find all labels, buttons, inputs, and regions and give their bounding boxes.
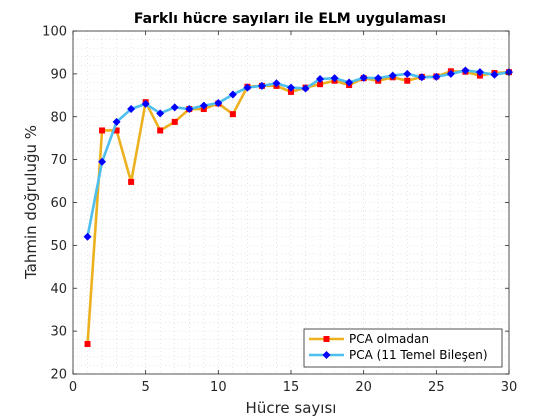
data-point: [374, 74, 383, 83]
data-point: [417, 73, 426, 82]
x-tick-label: 15: [283, 380, 300, 395]
data-point: [243, 83, 252, 92]
data-point: [98, 157, 107, 166]
x-tick-label: 25: [428, 380, 445, 395]
legend-box: [303, 328, 503, 368]
y-tick-label: 20: [50, 368, 67, 383]
y-tick-label: 40: [50, 282, 67, 297]
data-point: [330, 74, 339, 83]
y-tick-label: 80: [50, 110, 67, 125]
data-point: [287, 83, 295, 92]
data-point: [199, 101, 208, 110]
plot-area: [73, 31, 509, 374]
data-point: [83, 232, 92, 241]
y-axis-label: Tahmin doğruluğu %: [22, 125, 40, 280]
data-point: [127, 105, 136, 114]
legend: PCA olmadan PCA (11 Temel Bileşen): [303, 328, 503, 368]
data-point: [288, 88, 294, 95]
data-point: [272, 79, 281, 88]
data-point: [432, 72, 441, 81]
data-point: [345, 78, 354, 87]
ticks: 0 5 10 15 20 25 30 20 30 40 50 60 70 80 90 100: [42, 25, 517, 396]
data-point: [301, 84, 310, 93]
data-point: [403, 69, 412, 78]
data-point: [229, 111, 236, 118]
data-point: [112, 117, 121, 126]
series-2: [83, 66, 513, 241]
data-point: [316, 75, 325, 84]
data-point: [113, 127, 120, 134]
data-point: [490, 70, 499, 79]
data-point: [141, 99, 150, 108]
y-tick-label: 100: [42, 25, 67, 40]
chart-title: Farklı hücre sayıları ile ELM uygulaması: [134, 11, 446, 27]
data-point: [214, 99, 223, 108]
y-tick-label: 50: [50, 239, 67, 254]
data-point: [317, 81, 324, 88]
data-point: [170, 103, 179, 112]
data-point: [185, 105, 194, 114]
x-tick-label: 0: [69, 380, 77, 395]
data-point: [388, 71, 397, 80]
x-tick-label: 5: [142, 380, 150, 395]
data-point: [257, 81, 266, 90]
data-point: [128, 178, 135, 185]
y-tick-label: 70: [50, 153, 67, 168]
y-tick-label: 60: [50, 196, 67, 211]
data-point: [99, 127, 106, 134]
data-point: [475, 68, 484, 77]
data-point: [446, 69, 455, 78]
data-point: [228, 90, 237, 99]
data-point: [84, 340, 91, 347]
x-tick-label: 10: [210, 380, 227, 395]
legend-marker-pca-11: [322, 351, 331, 359]
x-tick-label: 20: [355, 380, 372, 395]
y-tick-label: 30: [50, 325, 67, 340]
legend-marker-pca-olmadan: [323, 336, 330, 342]
legend-label-pca-11: PCA (11 Temel Bileşen): [349, 348, 488, 362]
data-point: [171, 118, 178, 125]
data-point: [157, 127, 164, 134]
legend-label-pca-olmadan: PCA olmadan: [349, 332, 429, 346]
data-point: [359, 73, 368, 82]
y-tick-label: 90: [50, 67, 67, 82]
x-axis-label: Hücre sayısı: [246, 399, 337, 417]
data-point: [461, 66, 470, 75]
data-point: [156, 109, 165, 118]
data-point: [404, 77, 411, 84]
x-tick-label: 30: [501, 380, 518, 395]
series-layer: [83, 66, 513, 347]
